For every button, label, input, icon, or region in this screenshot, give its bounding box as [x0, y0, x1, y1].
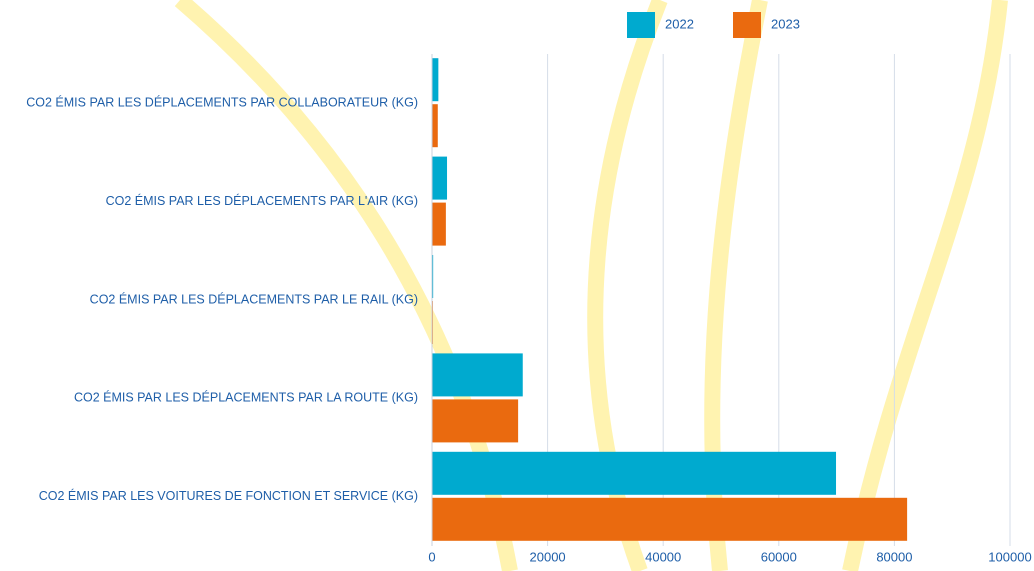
legend-label: 2023	[771, 16, 800, 31]
legend-swatch	[733, 12, 761, 38]
x-tick-label: 80000	[876, 549, 912, 564]
y-tick-label: CO2 ÉMIS PAR LES DÉPLACEMENTS PAR LE RAI…	[90, 291, 418, 306]
y-tick-label: CO2 ÉMIS PAR LES VOITURES DE FONCTION ET…	[39, 488, 418, 503]
x-tick-label: 100000	[988, 549, 1031, 564]
chart: 0 20000 40000 60000 80000 100000 CO2 ÉMIS PAR …	[0, 0, 1034, 571]
bar	[432, 157, 447, 200]
x-tick-label: 20000	[530, 549, 566, 564]
bar	[432, 353, 523, 396]
legend-label: 2022	[665, 16, 694, 31]
x-tick-label: 40000	[645, 549, 681, 564]
y-tick-label: CO2 ÉMIS PAR LES DÉPLACEMENTS PAR COLLAB…	[26, 94, 418, 109]
bar	[432, 452, 836, 495]
x-tick-label: 60000	[761, 549, 797, 564]
y-tick-label: CO2 ÉMIS PAR LES DÉPLACEMENTS PAR LA ROU…	[74, 390, 418, 405]
bar	[432, 498, 907, 541]
bar	[432, 104, 438, 147]
bar	[432, 203, 446, 246]
y-tick-label: CO2 ÉMIS PAR LES DÉPLACEMENTS PAR L'AIR …	[106, 193, 418, 208]
x-tick-label: 0	[428, 549, 435, 564]
bar	[432, 399, 518, 442]
bar	[432, 58, 438, 101]
legend-swatch	[627, 12, 655, 38]
